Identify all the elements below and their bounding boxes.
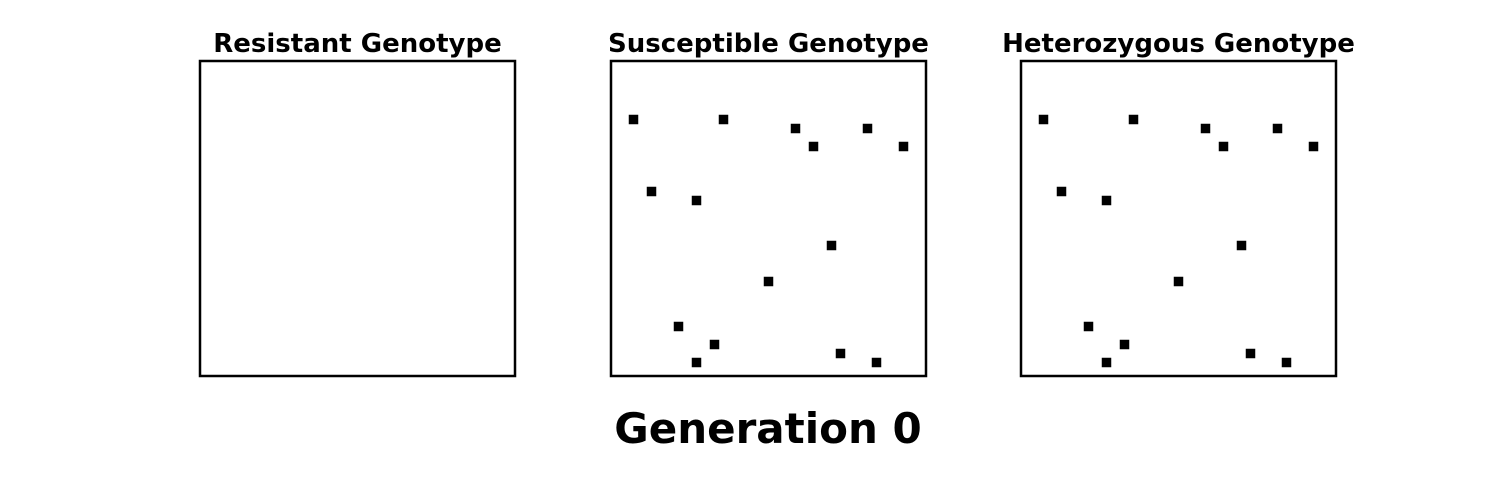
panels: Resistant Genotype Susceptible Genotype He… [198,29,1355,378]
susceptible-genotype-marker-9 [763,276,774,287]
susceptible-genotype-marker-4 [862,123,873,134]
panel-title-susceptible-genotype: Susceptible Genotype [608,29,929,59]
heterozygous-genotype-marker-10 [1083,321,1094,332]
panel-resistant-genotype: Resistant Genotype [198,29,517,378]
susceptible-genotype-marker-10 [673,321,684,332]
panel-frame-resistant-genotype [198,59,517,378]
susceptible-genotype-marker-0 [628,114,639,125]
susceptible-genotype-marker-6 [646,186,657,197]
panel-susceptible-genotype: Susceptible Genotype [608,29,929,378]
heterozygous-genotype-marker-0 [1038,114,1049,125]
heterozygous-genotype-marker-14 [1281,357,1292,368]
panel-frame-susceptible-genotype [609,59,928,378]
heterozygous-genotype-marker-4 [1272,123,1283,134]
heterozygous-genotype-marker-2 [1200,123,1211,134]
heterozygous-genotype-marker-8 [1236,240,1247,251]
susceptible-genotype-marker-13 [835,348,846,359]
heterozygous-genotype-marker-7 [1101,195,1112,206]
heterozygous-genotype-marker-1 [1128,114,1139,125]
susceptible-genotype-marker-11 [709,339,720,350]
susceptible-genotype-marker-8 [826,240,837,251]
heterozygous-genotype-marker-13 [1245,348,1256,359]
panel-title-heterozygous-genotype: Heterozygous Genotype [1002,29,1355,59]
heterozygous-genotype-marker-6 [1056,186,1067,197]
figure-title: Generation 0 [614,404,921,453]
panel-frame-heterozygous-genotype [1019,59,1338,378]
susceptible-genotype-marker-5 [898,141,909,152]
susceptible-genotype-marker-1 [718,114,729,125]
heterozygous-genotype-marker-11 [1119,339,1130,350]
susceptible-genotype-marker-7 [691,195,702,206]
panel-heterozygous-genotype: Heterozygous Genotype [1002,29,1355,378]
susceptible-genotype-marker-2 [790,123,801,134]
heterozygous-genotype-marker-5 [1308,141,1319,152]
heterozygous-genotype-marker-9 [1173,276,1184,287]
heterozygous-genotype-marker-3 [1218,141,1229,152]
susceptible-genotype-marker-3 [808,141,819,152]
susceptible-genotype-marker-14 [871,357,882,368]
panel-title-resistant-genotype: Resistant Genotype [213,29,501,59]
susceptible-genotype-marker-12 [691,357,702,368]
heterozygous-genotype-marker-12 [1101,357,1112,368]
